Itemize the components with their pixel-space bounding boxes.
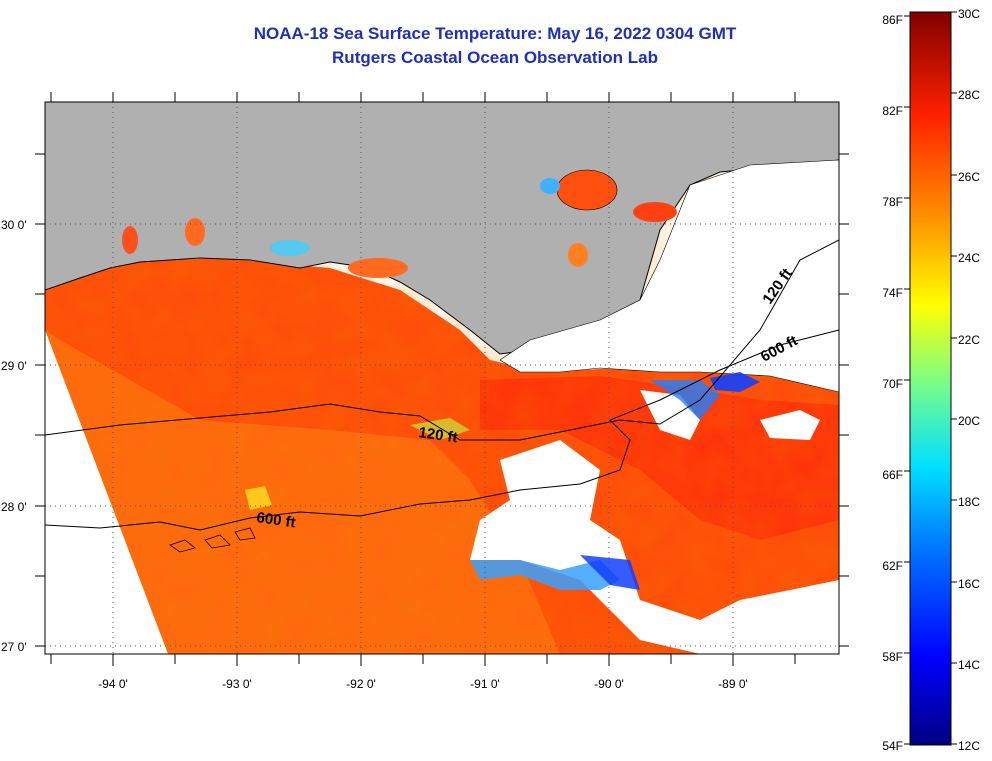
contour-label: 120 ft (417, 424, 458, 446)
greenish-patch (410, 418, 470, 440)
delta-cloud-region (499, 159, 839, 393)
colorbar-f-label: 78F (882, 195, 903, 209)
colorbar-ticks (904, 11, 957, 745)
colorbar-f-label: 70F (882, 377, 903, 391)
lon-label: -93 0' (222, 677, 252, 691)
cold-patch-delta (710, 372, 760, 392)
map-title: NOAA-18 Sea Surface Temperature: May 16,… (253, 24, 737, 43)
cloud-patch-southeast (760, 410, 820, 440)
colorbar-c-label: 12C (958, 739, 980, 753)
land-mass (45, 102, 839, 355)
colorbar-c-label: 20C (958, 414, 980, 428)
colorbar-c-label: 26C (958, 170, 980, 184)
colorbar-c-label: 16C (958, 577, 980, 591)
sabine-lake (122, 226, 138, 254)
lake-borgne (633, 202, 677, 222)
lon-label: -91 0' (470, 677, 500, 691)
colorbar-c-label: 24C (958, 251, 980, 265)
colorbar-c-label: 18C (958, 495, 980, 509)
cloud-patch-central (470, 440, 839, 654)
colorbar-f-label: 62F (882, 559, 903, 573)
contour-islands (169, 527, 256, 553)
calcasieu-lake (185, 218, 205, 246)
colorbar-f-label: 58F (882, 650, 903, 664)
lake-pontchartrain (556, 169, 618, 211)
lon-label: -94 0' (98, 677, 128, 691)
contour-600ft-west (45, 329, 839, 531)
no-data-wedge (45, 330, 168, 654)
lake-small-orange (568, 243, 588, 267)
lon-label: -89 0' (718, 677, 748, 691)
cloud-edge-blue-east (650, 380, 720, 420)
graticule (45, 102, 839, 654)
lake-blue-patch (540, 178, 560, 194)
colorbar-f-label: 82F (882, 104, 903, 118)
cloud-edge-cold (470, 560, 620, 590)
lat-label: 27 0' (1, 640, 27, 654)
lon-label: -90 0' (594, 677, 624, 691)
contour-label: 600 ft (255, 509, 296, 531)
lat-label: 30 0' (1, 218, 27, 232)
map-subtitle: Rutgers Coastal Ocean Observation Lab (332, 48, 658, 67)
lake-calcasieu-area (348, 258, 408, 278)
yellow-patch-west (245, 486, 272, 510)
colorbar (909, 11, 952, 746)
lat-label: 29 0' (1, 359, 27, 373)
colorbar-c-label: 22C (958, 333, 980, 347)
colorbar-f-label: 74F (882, 286, 903, 300)
frame-ticks (35, 92, 849, 666)
colorbar-c-label: 30C (958, 7, 980, 21)
cold-patch-south (580, 555, 640, 590)
colorbar-c-label: 14C (958, 658, 980, 672)
plot-frame (44, 101, 840, 655)
lake-cyan-patch (270, 240, 310, 256)
colorbar-f-label: 86F (882, 13, 903, 27)
colorbar-f-label: 66F (882, 468, 903, 482)
colorbar-c-label: 28C (958, 88, 980, 102)
lon-label: -92 0' (346, 677, 376, 691)
lat-label: 28 0' (1, 500, 27, 514)
colorbar-f-label: 54F (882, 739, 903, 753)
